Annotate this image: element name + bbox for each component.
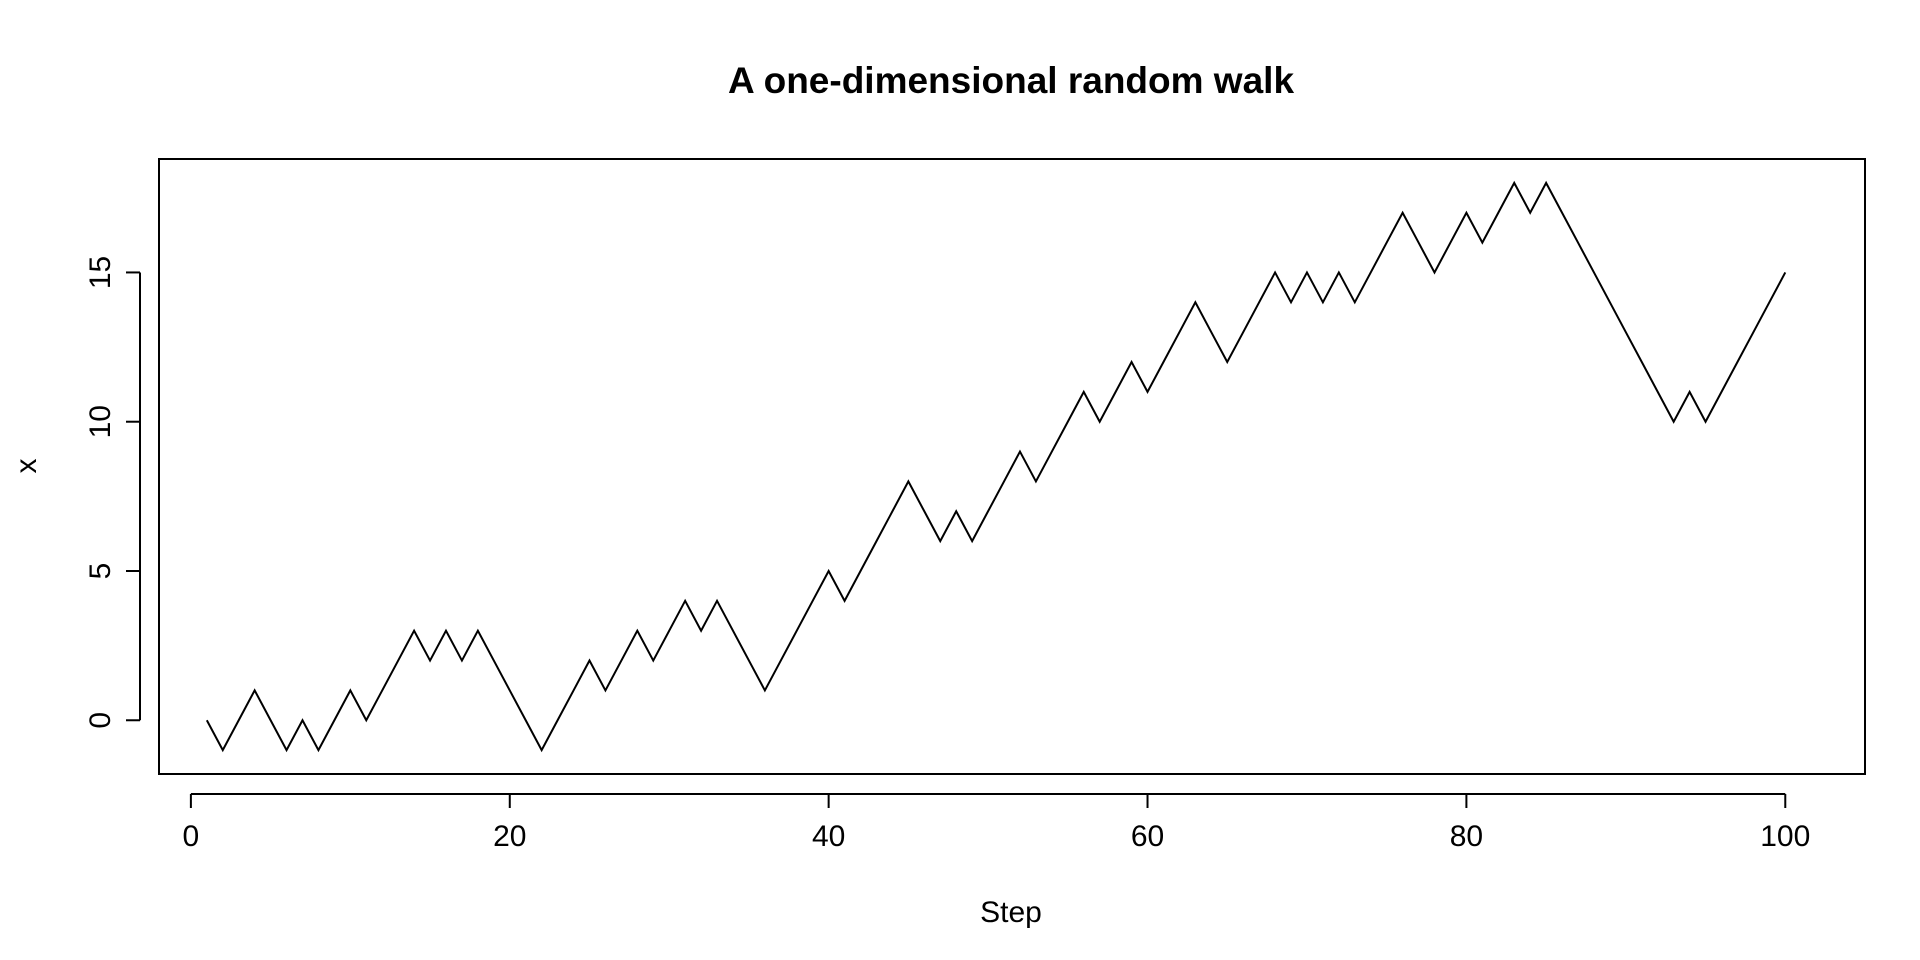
series-group [205, 180, 1787, 753]
x-tick-label: 20 [493, 820, 526, 853]
x-tick-label: 40 [812, 820, 845, 853]
y-axis-label: x [10, 459, 43, 474]
x-tick-label: 60 [1131, 820, 1164, 853]
y-axis: 0 5 10 15 [84, 256, 141, 729]
series-line [205, 180, 1787, 753]
plot-frame [158, 158, 1866, 775]
x-tick-label: 0 [183, 820, 200, 853]
y-tick-label: 5 [84, 563, 117, 580]
y-tick-label: 15 [84, 256, 117, 289]
x-axis: 0 20 40 60 80 100 [183, 793, 1810, 853]
x-tick-label: 80 [1450, 820, 1483, 853]
x-axis-label: Step [980, 896, 1042, 929]
chart-title: A one-dimensional random walk [728, 60, 1294, 101]
y-tick-label: 10 [84, 405, 117, 438]
y-tick-label: 0 [84, 712, 117, 729]
x-tick-label: 100 [1760, 820, 1810, 853]
